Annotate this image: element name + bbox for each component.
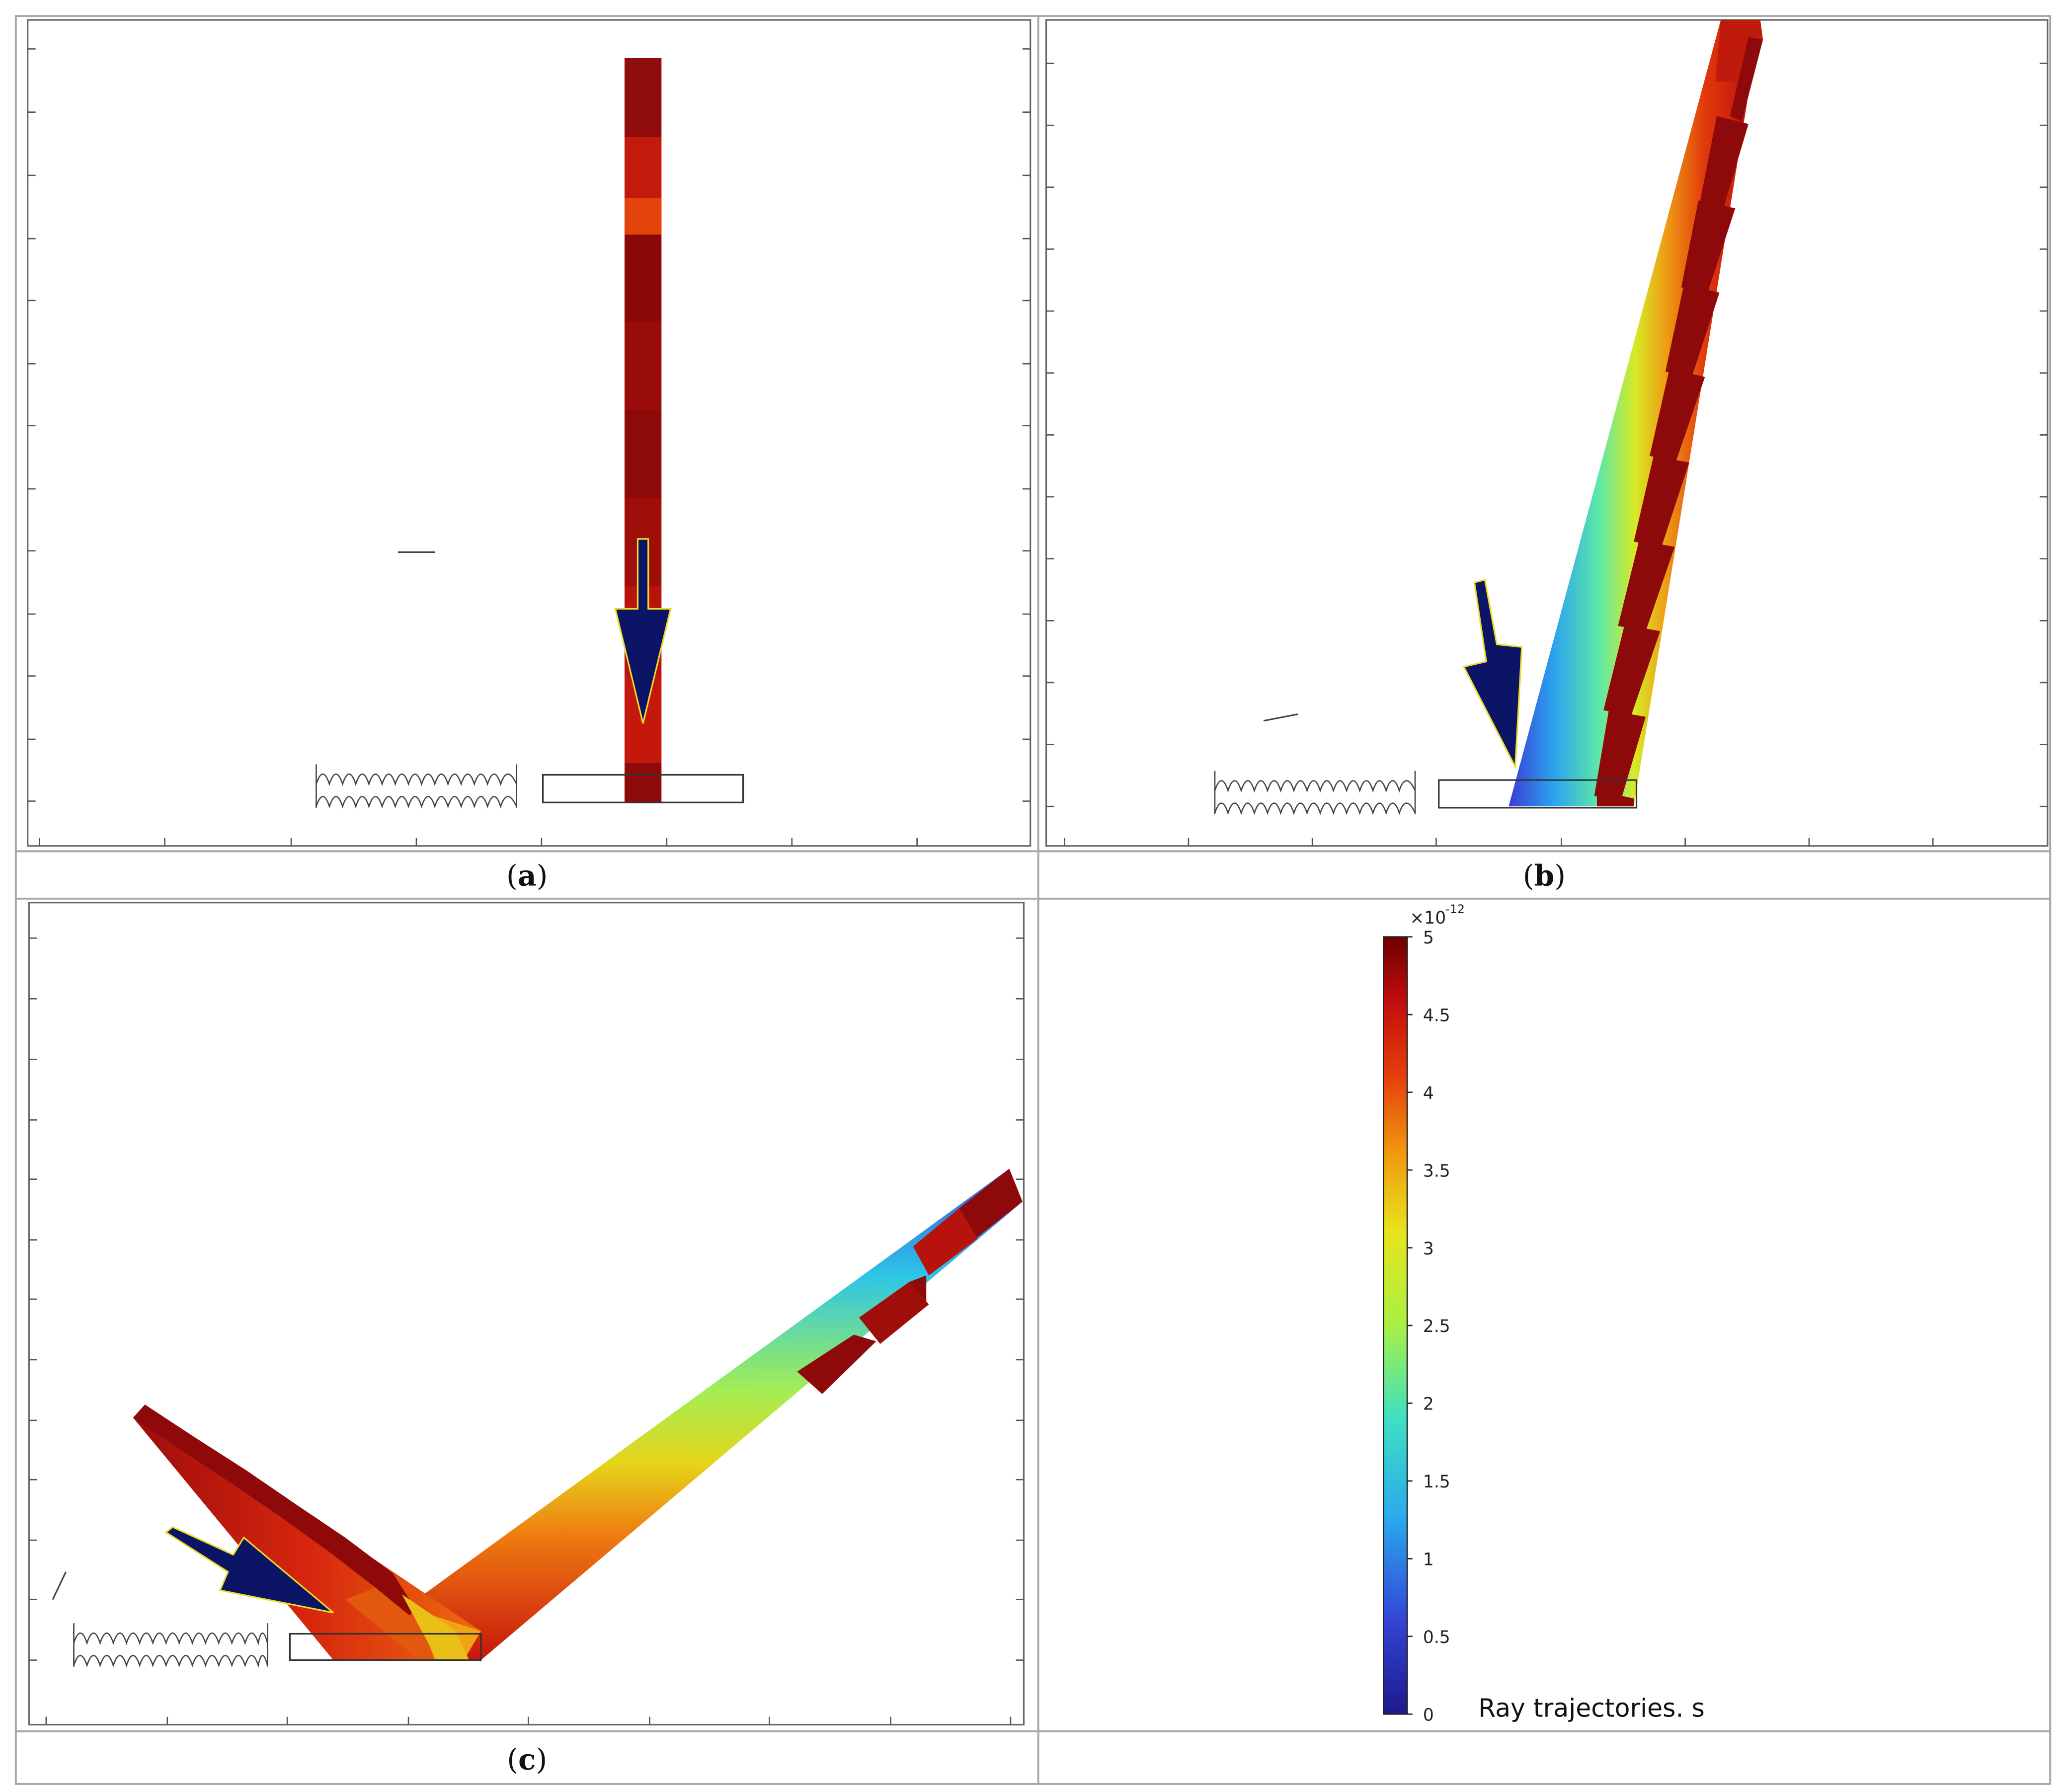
- panel-a-incidence-arrow: [614, 538, 672, 724]
- panel-b-wavy-structure: [1214, 771, 1416, 815]
- colorbar-tick-label: 1: [1423, 1550, 1434, 1570]
- colorbar-exponent-prefix: ×10: [1410, 908, 1446, 928]
- colorbar-tick-label: 5: [1423, 928, 1434, 948]
- colorbar-tick-label: 4.5: [1423, 1006, 1450, 1025]
- panel-c-label: (c): [507, 1742, 547, 1777]
- panel-c: [28, 902, 1025, 1726]
- panel-c-detector-line: [52, 1571, 67, 1600]
- panel-b: [1045, 19, 2049, 847]
- colorbar: ×10 -12 0 0.5 1 1.5 2 2.5 3 3.5 4 4.5 5 …: [1383, 902, 1705, 1725]
- colorbar-tick-label: 3: [1423, 1239, 1434, 1259]
- panel-b-label: (b): [1523, 858, 1566, 892]
- panel-b-reflected-beam: [1509, 20, 1763, 807]
- colorbar-tick-label: 0.5: [1423, 1628, 1450, 1647]
- panel-a: [27, 19, 1032, 847]
- colorbar-tick-label: 3.5: [1423, 1161, 1450, 1181]
- panel-b-ticks: [1046, 63, 2048, 846]
- panel-a-label: (a): [506, 858, 548, 892]
- panel-b-detector-line: [1263, 713, 1298, 722]
- colorbar-title: Ray trajectories. s: [1478, 1694, 1704, 1723]
- colorbar-tick-label: 2.5: [1423, 1317, 1450, 1336]
- panel-b-substrate: [1438, 779, 1638, 809]
- panel-c-ticks: [29, 937, 1024, 1725]
- panel-c-incidence-arrow: [164, 1526, 334, 1614]
- panel-c-wavy-structure: [73, 1623, 268, 1668]
- colorbar-gradient: [1383, 936, 1408, 1715]
- panel-b-incidence-arrow: [1462, 579, 1523, 770]
- colorbar-tick-label: 4: [1423, 1084, 1434, 1103]
- panel-a-ticks: [27, 48, 1031, 846]
- panel-a-frame: [27, 19, 1032, 847]
- panel-a-substrate: [542, 774, 744, 803]
- colorbar-tick-label: 0: [1423, 1706, 1434, 1725]
- colorbar-tick-label: 2: [1423, 1395, 1434, 1414]
- panel-a-wavy-structure: [316, 764, 517, 809]
- layout-grid: [14, 15, 2052, 1785]
- panel-c-beams: [133, 1169, 1023, 1660]
- colorbar-tick-marks: [1407, 936, 1413, 1715]
- colorbar-tick-label: 1.5: [1423, 1472, 1450, 1492]
- panel-c-substrate: [289, 1633, 482, 1661]
- colorbar-exponent-power: -12: [1445, 902, 1465, 916]
